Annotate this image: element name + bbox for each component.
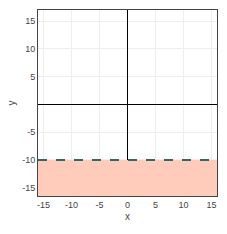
svg-text:-15: -15 <box>37 200 50 210</box>
svg-text:5: 5 <box>153 200 158 210</box>
svg-text:0: 0 <box>125 200 130 210</box>
svg-text:-15: -15 <box>22 183 35 193</box>
svg-text:-10: -10 <box>22 155 35 165</box>
svg-text:15: 15 <box>206 200 216 210</box>
svg-text:10: 10 <box>25 44 35 54</box>
svg-text:-5: -5 <box>96 200 104 210</box>
svg-text:-10: -10 <box>65 200 78 210</box>
svg-text:10: 10 <box>178 200 188 210</box>
svg-text:-5: -5 <box>27 127 35 137</box>
svg-text:x: x <box>125 211 130 222</box>
svg-text:y: y <box>6 101 17 106</box>
svg-text:5: 5 <box>30 72 35 82</box>
svg-text:15: 15 <box>25 16 35 26</box>
